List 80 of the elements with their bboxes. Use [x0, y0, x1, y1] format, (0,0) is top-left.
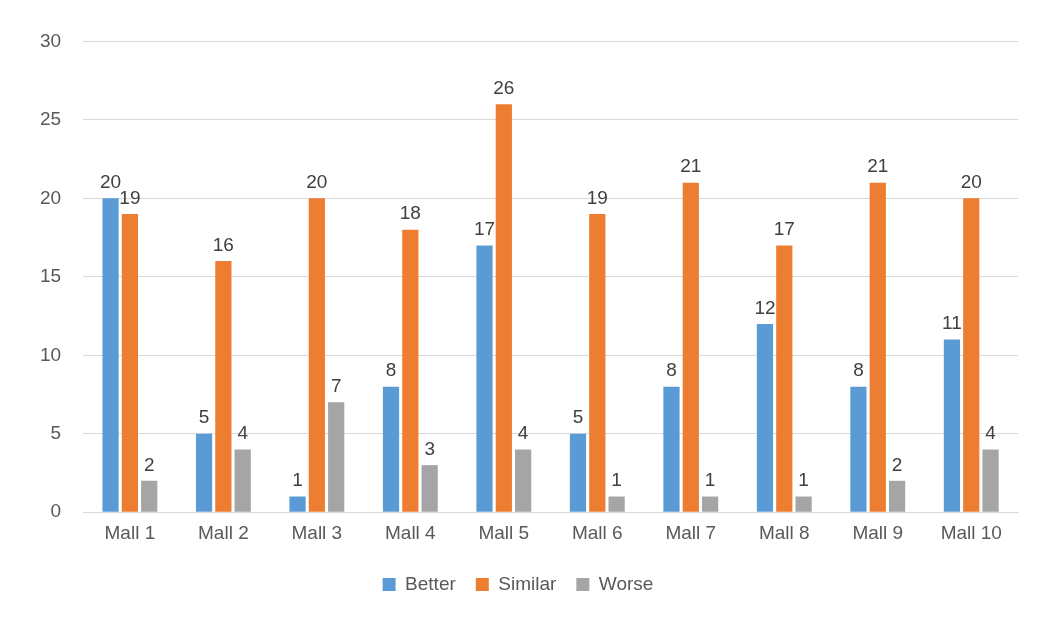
x-tick-label: Mall 7: [665, 521, 717, 543]
y-tick-label: 25: [39, 108, 62, 130]
x-tick-label: Mall 8: [758, 521, 810, 543]
bar: [850, 386, 867, 512]
bar: [102, 198, 119, 512]
data-label: 26: [493, 76, 515, 98]
data-label: 20: [960, 171, 982, 193]
bar: [308, 198, 325, 512]
bar: [756, 323, 774, 512]
legend-label: Worse: [598, 572, 654, 594]
x-tick-label: Mall 6: [571, 521, 623, 543]
data-label: 12: [754, 296, 776, 318]
x-tick-label: Mall 1: [104, 521, 156, 543]
data-label: 16: [212, 233, 234, 255]
data-label: 1: [292, 469, 303, 491]
x-tick-label: Mall 9: [852, 521, 904, 543]
data-label: 21: [867, 155, 889, 177]
y-tick-label: 20: [39, 186, 62, 208]
legend-label: Better: [405, 572, 457, 594]
y-tick-label: 0: [50, 500, 62, 522]
data-label: 19: [586, 186, 608, 208]
data-label: 21: [680, 155, 702, 177]
bar: [682, 182, 699, 512]
bar: [215, 261, 232, 512]
bar: [328, 402, 345, 512]
data-label: 20: [99, 171, 122, 193]
bar: [702, 496, 719, 512]
y-tick-label: 15: [39, 265, 62, 287]
data-label: 8: [853, 359, 864, 381]
data-label: 1: [611, 469, 622, 491]
bar: [795, 496, 812, 512]
bar: [195, 433, 213, 512]
bar: [421, 465, 438, 512]
bar: [663, 386, 680, 512]
data-label: 8: [666, 359, 677, 381]
bar: [569, 433, 587, 512]
data-label: 11: [942, 312, 962, 334]
bar: [869, 182, 886, 512]
bar: [982, 449, 999, 512]
bar: [589, 214, 606, 512]
x-tick-label: Mall 4: [384, 521, 437, 543]
y-tick-label: 5: [50, 421, 62, 443]
bar: [495, 104, 512, 512]
data-label: 1: [798, 469, 809, 491]
bar: [476, 245, 493, 512]
x-tick-label: Mall 3: [291, 521, 343, 543]
y-tick-label: 10: [39, 343, 62, 365]
bar: [943, 339, 961, 512]
data-label: 17: [473, 218, 496, 240]
bar: [121, 214, 138, 512]
bar: [382, 386, 400, 512]
bar: [289, 496, 306, 512]
x-tick-label: Mall 10: [940, 521, 1002, 543]
bar: [776, 245, 793, 512]
legend-label: Similar: [498, 572, 558, 594]
data-label: 2: [891, 453, 903, 475]
bar: [963, 198, 980, 512]
data-label: 3: [424, 437, 435, 459]
data-label: 4: [985, 422, 997, 444]
data-label: 20: [306, 171, 328, 193]
data-label: 18: [399, 202, 421, 224]
bar: [141, 480, 158, 512]
bar: [888, 480, 906, 512]
data-label: 5: [572, 406, 584, 428]
x-tick-label: Mall 5: [478, 521, 530, 543]
y-tick-label: 30: [39, 29, 62, 51]
data-label: 5: [198, 406, 210, 428]
data-label: 8: [385, 359, 397, 381]
data-label: 4: [237, 422, 249, 444]
data-label: 19: [119, 186, 141, 208]
bar: [515, 449, 532, 512]
x-tick-label: Mall 2: [198, 521, 249, 543]
bar: [234, 449, 251, 512]
bar: [402, 229, 419, 512]
data-label: 17: [773, 218, 795, 240]
data-label: 4: [517, 422, 529, 444]
data-label: 7: [330, 375, 342, 397]
data-label: 1: [704, 469, 716, 491]
data-label: 2: [143, 453, 155, 475]
bar: [608, 496, 625, 512]
